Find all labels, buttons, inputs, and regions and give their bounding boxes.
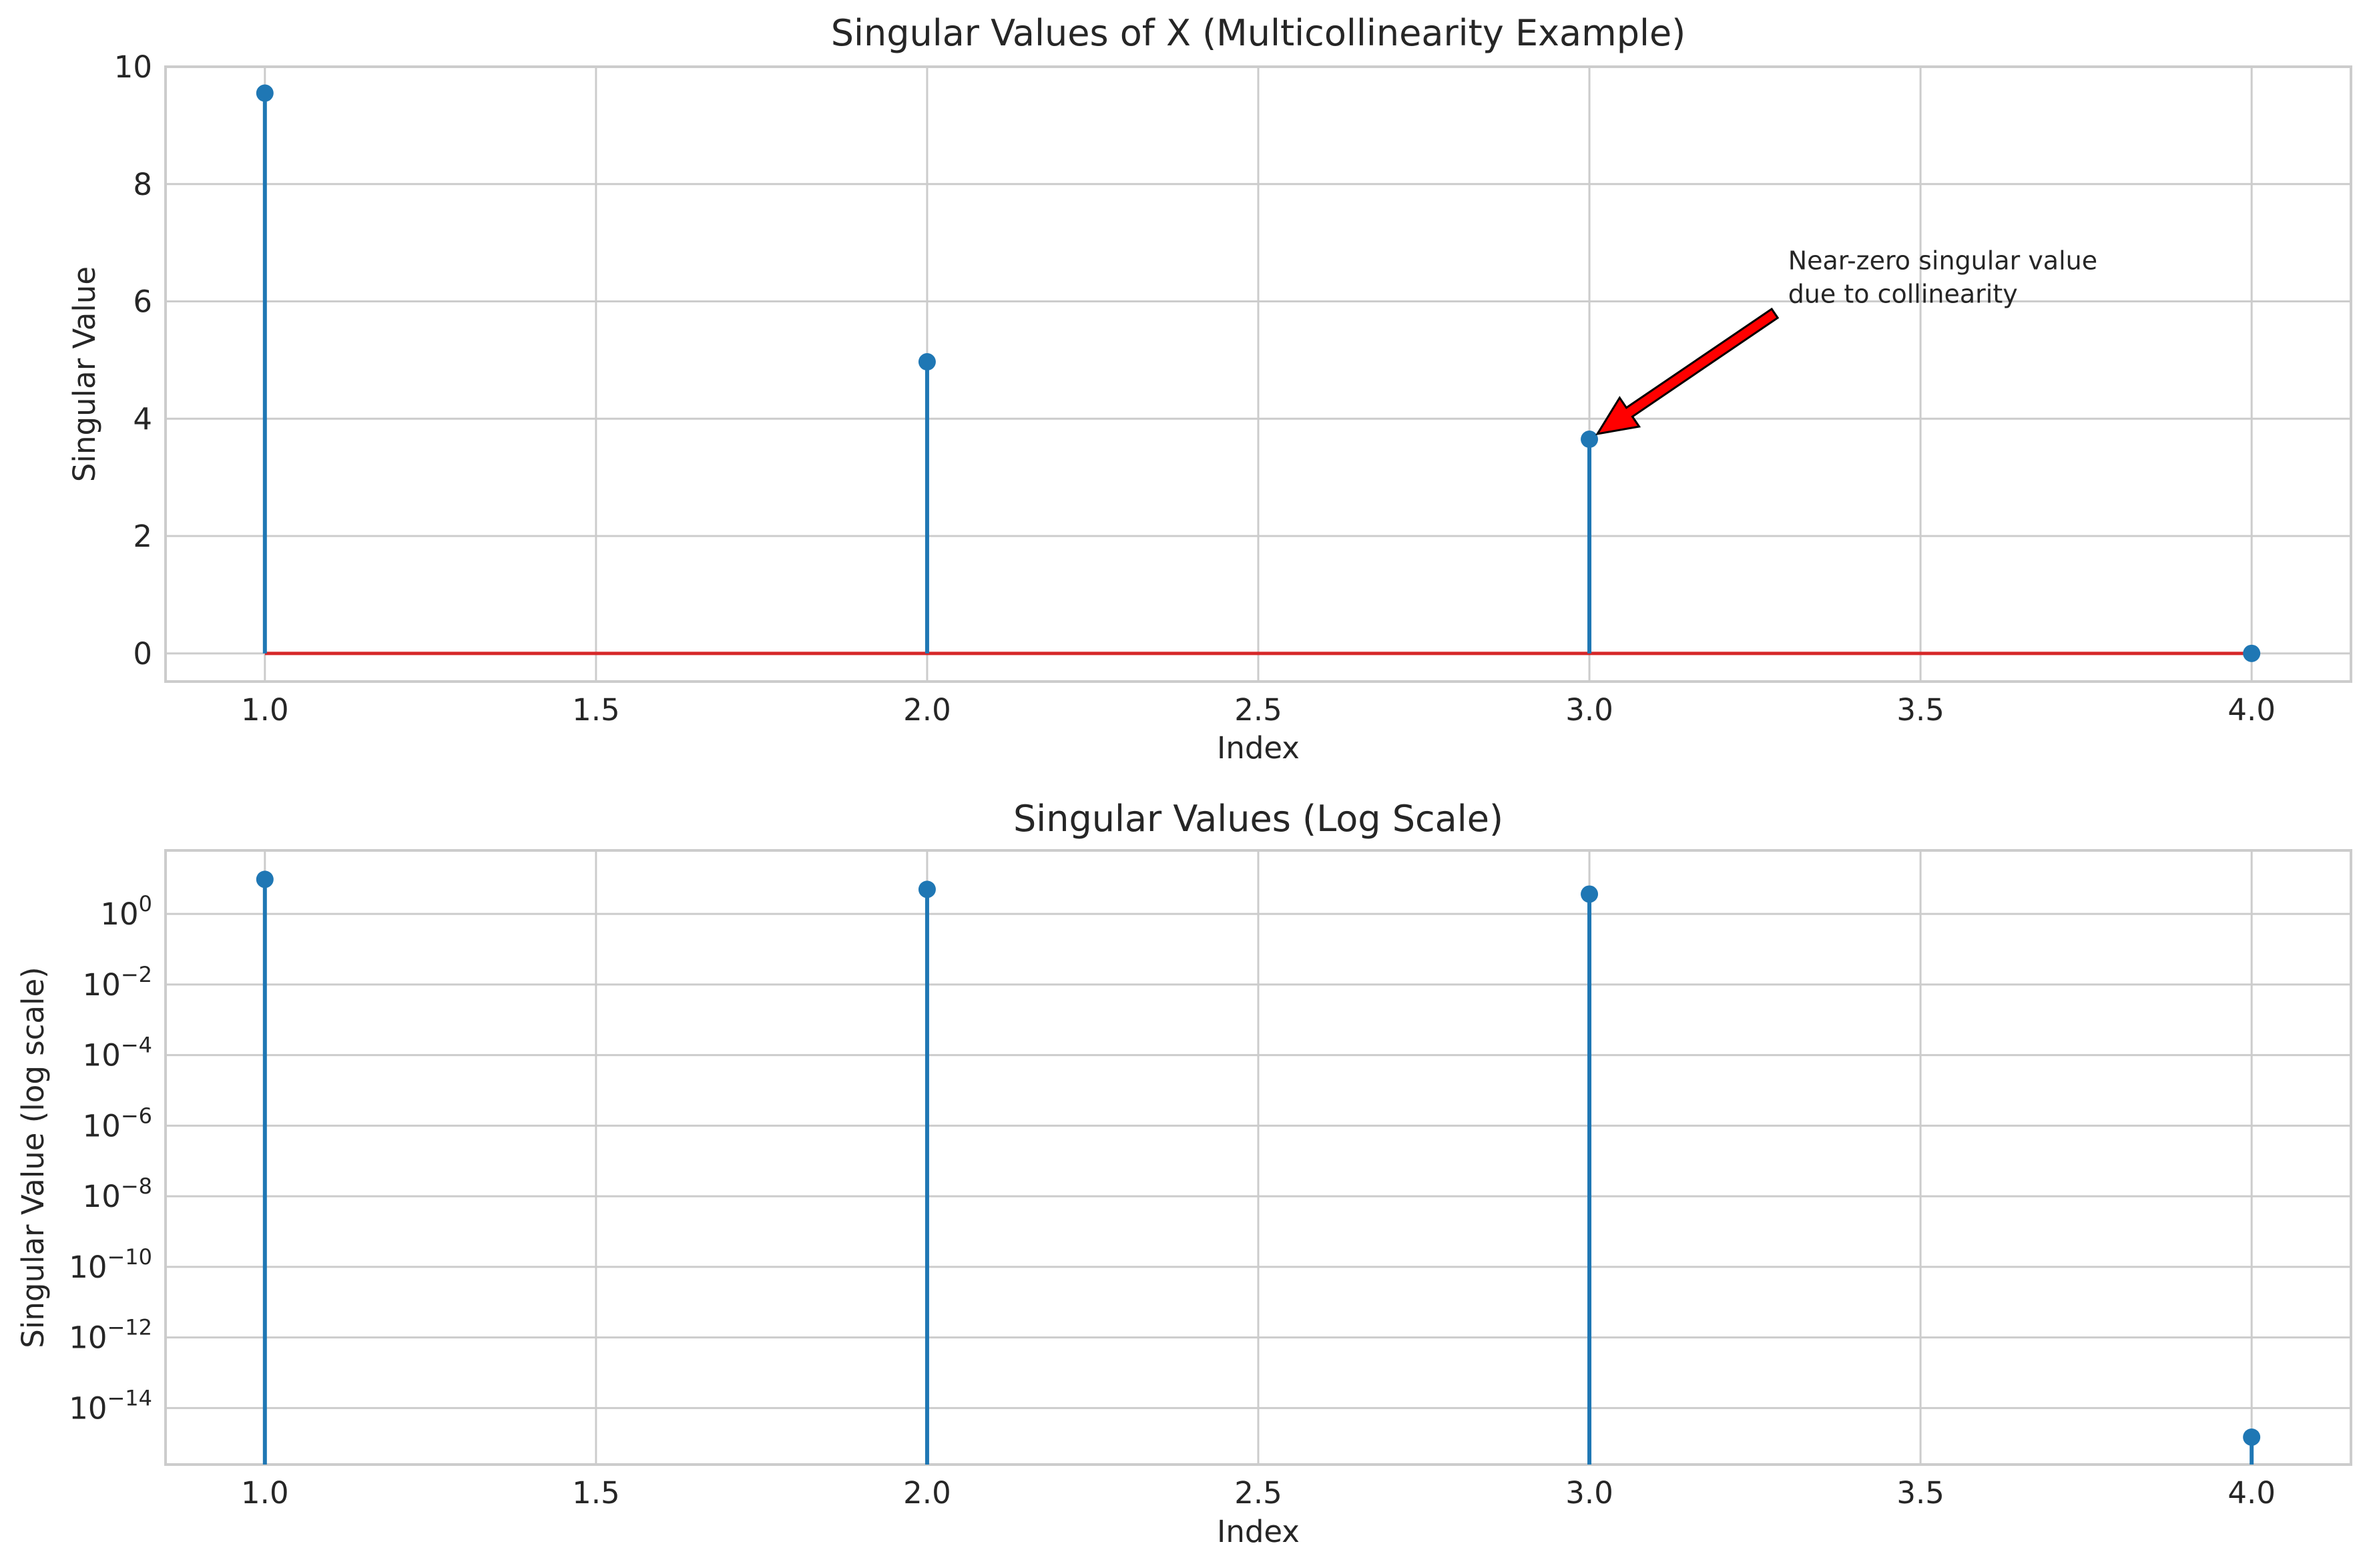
y-tick-label: 10−2 [83, 962, 152, 1003]
chart1-y-axis-label: Singular Value [67, 266, 102, 482]
x-tick-label: 4.0 [2227, 1475, 2276, 1511]
annotation-arrow [1595, 307, 1780, 436]
y-tick-label: 10 [114, 49, 152, 85]
axes-frame [164, 849, 2352, 1466]
y-tick-label: 2 [133, 519, 152, 554]
y-tick-label: 6 [133, 284, 152, 320]
x-tick-label: 1.5 [572, 1475, 620, 1511]
chart1-x-axis-label: Index [1217, 730, 1300, 766]
x-tick-label: 4.0 [2227, 692, 2276, 728]
log-singular-values-chart: Singular Values (Log Scale) Index Singul… [15, 798, 2352, 1549]
y-tick-label: 10−8 [83, 1173, 152, 1214]
x-tick-label: 2.0 [903, 1475, 951, 1511]
annotation-text: Near-zero singular value due to collinear… [1788, 246, 2097, 309]
x-tick-label: 2.5 [1234, 1475, 1282, 1511]
x-tick-label: 1.0 [241, 692, 289, 728]
y-tick-label: 4 [133, 401, 152, 437]
x-tick-label: 1.0 [241, 1475, 289, 1511]
x-tick-label: 2.5 [1234, 692, 1282, 728]
stem-marker [918, 880, 936, 898]
y-tick-label: 10−4 [83, 1033, 152, 1073]
y-tick-label: 100 [100, 891, 152, 932]
y-tick-label: 10−6 [83, 1103, 152, 1143]
chart2-x-axis-label: Index [1217, 1514, 1300, 1549]
linear-singular-values-chart: Singular Values of X (Multicollinearity … [67, 12, 2352, 766]
chart2-gridlines [166, 850, 2351, 1465]
stem-marker [256, 870, 274, 888]
y-tick-label: 10−12 [69, 1315, 152, 1356]
x-tick-label: 1.5 [572, 692, 620, 728]
stem-marker [2243, 1428, 2261, 1446]
axes-frame [164, 65, 2352, 683]
x-tick-label: 3.0 [1565, 1475, 1613, 1511]
x-tick-label: 3.0 [1565, 692, 1613, 728]
stem-marker [1581, 885, 1599, 903]
x-tick-label: 2.0 [903, 692, 951, 728]
y-tick-label: 10−14 [69, 1385, 152, 1426]
x-tick-label: 3.5 [1896, 1475, 1944, 1511]
chart1-title: Singular Values of X (Multicollinearity … [831, 12, 1686, 54]
chart2-y-axis-label: Singular Value (log scale) [15, 967, 51, 1348]
y-tick-label: 8 [133, 167, 152, 202]
stem-marker [1581, 431, 1599, 449]
stem-marker [918, 353, 936, 371]
stem-marker [2243, 644, 2261, 662]
stem-marker [256, 84, 274, 102]
chart1-gridlines [166, 65, 2351, 682]
y-tick-label: 10−10 [69, 1244, 152, 1285]
chart2-title: Singular Values (Log Scale) [1013, 798, 1503, 840]
x-tick-label: 3.5 [1896, 692, 1944, 728]
y-tick-label: 0 [133, 636, 152, 672]
